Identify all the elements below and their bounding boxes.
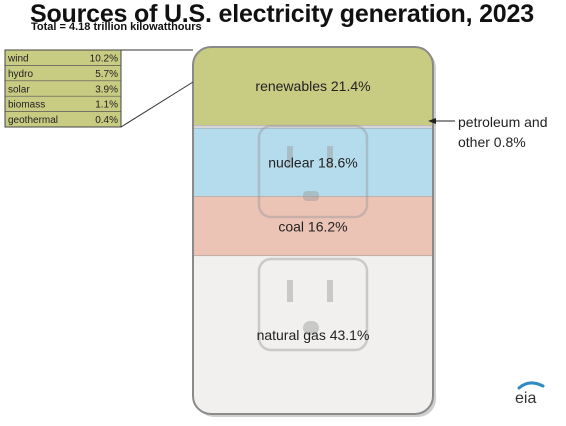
renewables-breakdown-rows: wind 10.2% hydro 5.7% solar 3.9% biomass 1.1% ge… (5, 54, 121, 126)
eia-logo-swoosh (517, 381, 545, 390)
segment-coal (193, 196, 433, 257)
segment-label-nuclear: nuclear 18.6% (268, 155, 358, 171)
petroleum-callout-arrowhead (428, 118, 436, 124)
segment-label-natural-gas: natural gas 43.1% (257, 327, 370, 343)
outlet-slots (287, 146, 333, 335)
outlet-plate-border (192, 46, 434, 415)
renewables-breakdown-box (4, 49, 122, 128)
eia-logo: eia (515, 381, 545, 406)
breakdown-value-solar: 3.9% (95, 84, 118, 95)
breakdown-value-hydro: 5.7% (95, 69, 118, 80)
eia-logo-text: eia (515, 390, 536, 406)
breakdown-name-wind: wind (7, 54, 29, 65)
petroleum-callout-line2: other 0.8% (458, 134, 526, 150)
petroleum-callout-line1: petroleum and (458, 114, 548, 130)
breakdown-name-hydro: hydro (8, 69, 33, 80)
breakdown-value-geothermal: 0.4% (95, 115, 118, 126)
segment-label-renewables: renewables 21.4% (255, 78, 370, 94)
breakdown-value-biomass: 1.1% (95, 100, 118, 111)
breakdown-value-wind: 10.2% (90, 54, 118, 65)
breakdown-name-biomass: biomass (8, 100, 45, 111)
segment-label-coal: coal 16.2% (278, 218, 347, 234)
segment-petroleum-and-other (193, 125, 433, 129)
segment-renewables (193, 47, 433, 126)
segment-natural-gas (193, 256, 433, 414)
chart-title: Sources of U.S. electricity generation, … (30, 0, 534, 28)
breakdown-connector-bottom (120, 81, 194, 128)
breakdown-name-solar: solar (8, 84, 30, 95)
outlet-decoration (257, 124, 369, 352)
stacked-segments (193, 47, 433, 414)
segment-labels: renewables 21.4% nuclear 18.6% coal 16.2% n… (255, 78, 370, 343)
breakdown-name-geothermal: geothermal (8, 115, 58, 126)
segment-nuclear (193, 128, 433, 197)
chart-subtitle: Total = 4.18 trillion kilowatthours (31, 21, 202, 33)
